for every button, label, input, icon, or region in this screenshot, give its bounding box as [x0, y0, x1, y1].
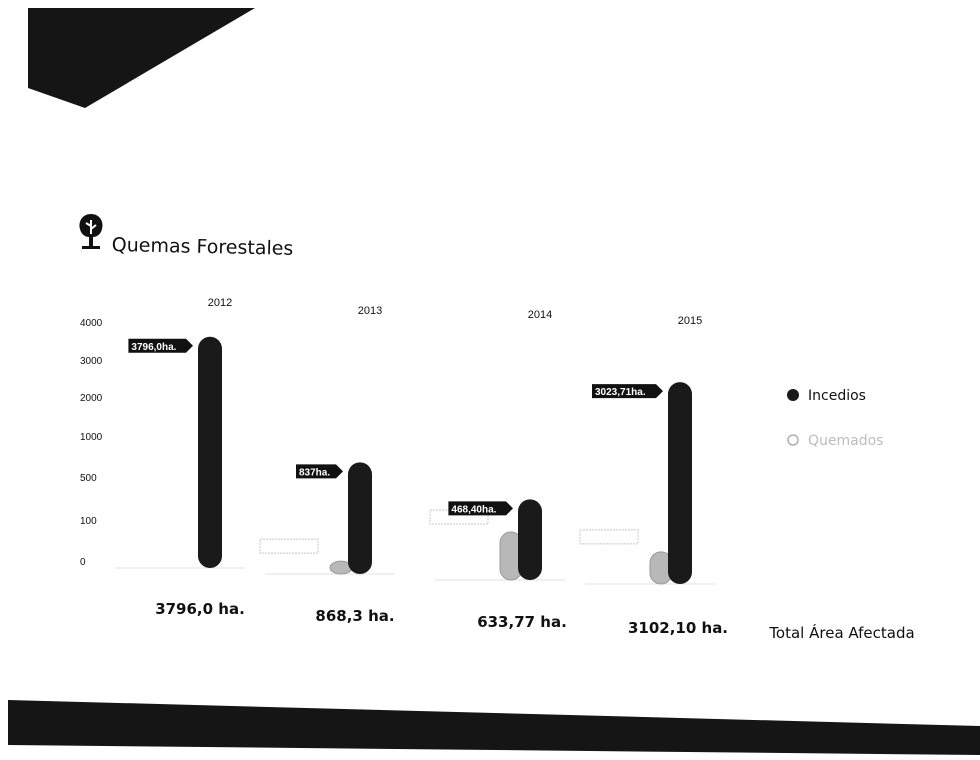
- y-tick-label: 3000: [80, 356, 103, 367]
- bar-incedios: [198, 336, 222, 568]
- data-label-quemados-box: [579, 529, 639, 545]
- y-tick-label: 4000: [80, 318, 103, 329]
- total-area-value: 633,77 ha.: [477, 613, 567, 631]
- bar-incedios: [348, 462, 372, 574]
- data-label-tag: [128, 338, 193, 353]
- legend-label-quemados: Quemados: [808, 433, 883, 449]
- bar-incedios: [518, 499, 542, 580]
- data-label-incedios: 3796,0ha.: [131, 342, 176, 353]
- total-area-value: 868,3 ha.: [315, 607, 394, 625]
- legend-marker-incedios: [787, 389, 799, 401]
- data-label-incedios: 468,40ha.: [451, 504, 496, 515]
- data-label-tag: [592, 384, 663, 399]
- tree-icon: [79, 214, 103, 249]
- x-category-label: 2015: [678, 315, 702, 327]
- data-label-tag: [448, 501, 513, 516]
- x-category-label: 2014: [528, 309, 552, 321]
- bottom-dark-band: [8, 700, 980, 755]
- y-tick-label: 0: [80, 557, 86, 568]
- y-tick-label: 1000: [80, 432, 103, 443]
- x-category-label: 2012: [208, 297, 232, 309]
- y-tick-label: 2000: [80, 393, 103, 404]
- x-category-label: 2013: [358, 305, 382, 317]
- total-area-label: Total Área Afectada: [768, 623, 914, 642]
- total-area-value: 3102,10 ha.: [628, 619, 728, 637]
- data-label-incedios: 837ha.: [299, 467, 330, 478]
- bar-incedios: [668, 382, 692, 584]
- total-area-value: 3796,0 ha.: [155, 600, 245, 618]
- y-tick-label: 100: [80, 516, 97, 527]
- legend-label-incedios: Incedios: [808, 388, 866, 404]
- top-left-corner-decoration: [28, 8, 255, 108]
- data-label-incedios: 3023,71ha.: [595, 387, 646, 398]
- data-label-tag: [296, 464, 343, 479]
- legend-marker-quemados: [787, 434, 799, 446]
- data-label-quemados-box: [259, 538, 319, 554]
- y-tick-label: 500: [80, 473, 97, 484]
